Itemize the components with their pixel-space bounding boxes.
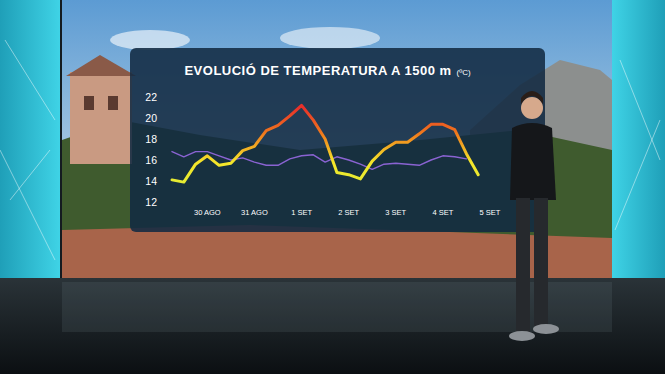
y-tick [158,202,161,203]
roof [66,55,136,76]
presenter-hair [521,91,543,104]
y-tick-label: 20 [145,112,157,124]
screen-line [5,40,55,120]
chart-title: EVOLUCIÓ DE TEMPERATURA A 1500 m [184,63,451,78]
screen-line [620,60,660,160]
y-tick [158,181,161,182]
screen-line [10,150,50,200]
presenter-head [521,97,543,119]
x-tick-label: 1 SET [291,208,312,217]
chart-panel [130,48,545,232]
x-tick-label: 4 SET [432,208,453,217]
side-screen-right [612,0,665,300]
x-tick-label: 31 AGO [241,208,268,217]
studio [0,0,665,374]
series-line [172,105,478,182]
screen-line [0,150,55,260]
presenter-shoe [533,324,559,334]
y-tick-label: 22 [145,91,157,103]
floor [0,278,665,374]
cloud [280,27,380,49]
stage: EVOLUCIÓ DE TEMPERATURA A 1500 m (ºC) 12 14… [0,0,665,374]
y-tick [158,118,161,119]
y-tick [158,160,161,161]
y-tick-label: 12 [145,196,157,208]
y-tick-label: 16 [145,154,157,166]
x-tick-label: 5 SET [480,208,501,217]
presenter [509,91,559,341]
y-tick-label: 14 [145,175,157,187]
side-screen-left [0,0,60,300]
presenter-leg [516,198,530,333]
presenter-leg [534,198,548,326]
y-label: (ºC) [457,68,471,77]
x-tick-label: 2 SET [338,208,359,217]
house [70,72,132,164]
presenter-jacket [510,123,556,200]
y-tick [158,97,161,98]
x-tick-label: 30 AGO [194,208,221,217]
screen-line [615,120,660,230]
plot-area [172,105,478,182]
y-tick [158,139,161,140]
window [108,96,118,110]
cloud [110,30,190,50]
y-tick-label: 18 [145,133,157,145]
window [84,96,94,110]
series-line [172,152,466,170]
presenter-shoe [509,331,535,341]
x-tick-label: 3 SET [385,208,406,217]
